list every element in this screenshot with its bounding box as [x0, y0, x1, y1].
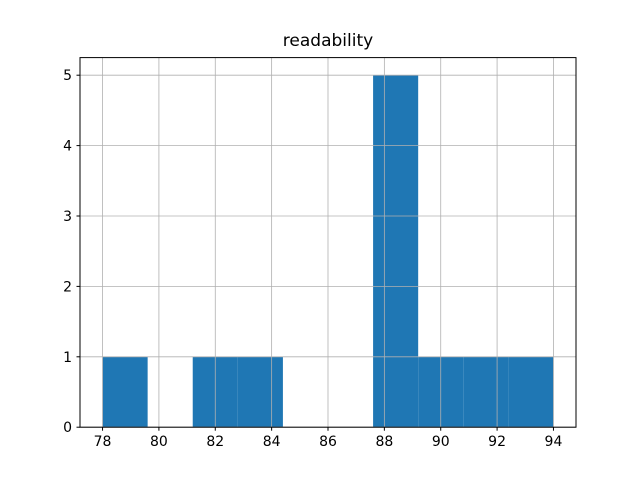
y-tick-label: 0: [63, 420, 72, 436]
x-tick-label: 92: [488, 434, 506, 450]
y-tick-label: 5: [63, 68, 72, 84]
x-tick-label: 86: [319, 434, 337, 450]
x-tick-label: 88: [375, 434, 393, 450]
histogram-bar: [508, 356, 554, 428]
y-tick-label: 3: [63, 209, 72, 225]
histogram-bar: [237, 356, 283, 428]
y-tick-label: 2: [63, 279, 72, 295]
x-tick-label: 82: [206, 434, 224, 450]
chart-layers: 78 80 82 84 86 88 90 92 94 0 1 2 3 4 5: [63, 57, 577, 450]
y-tick-label: 4: [63, 139, 72, 155]
x-tick-label: 84: [263, 434, 281, 450]
x-tick-label: 94: [545, 434, 563, 450]
x-tick-label: 90: [432, 434, 450, 450]
x-tick-label: 78: [94, 434, 112, 450]
histogram-bar: [102, 356, 148, 428]
x-tick-label: 80: [150, 434, 168, 450]
histogram-bar: [373, 75, 419, 428]
histogram-bar: [463, 356, 509, 428]
y-tick-label: 1: [63, 350, 72, 366]
chart-title: readability: [283, 31, 373, 51]
